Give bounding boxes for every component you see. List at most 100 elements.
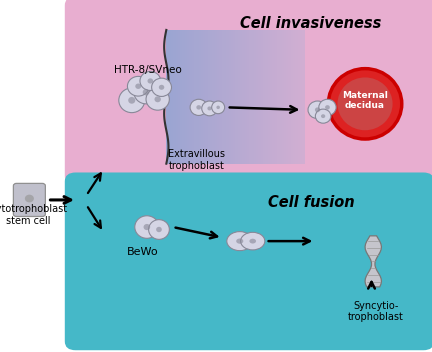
Ellipse shape	[134, 81, 158, 104]
Ellipse shape	[216, 106, 220, 109]
Bar	[226, 30, 229, 164]
Text: Cell invasiveness: Cell invasiveness	[240, 16, 382, 31]
Bar	[247, 30, 250, 164]
Ellipse shape	[127, 76, 149, 96]
Bar	[254, 30, 257, 164]
Bar	[178, 30, 181, 164]
Bar	[268, 30, 270, 164]
Ellipse shape	[119, 88, 145, 113]
Ellipse shape	[202, 101, 217, 116]
Ellipse shape	[337, 77, 393, 130]
Bar	[261, 30, 264, 164]
Ellipse shape	[241, 232, 265, 250]
Bar	[208, 30, 210, 164]
Bar	[203, 30, 206, 164]
Ellipse shape	[321, 114, 325, 118]
Bar	[302, 30, 305, 164]
Bar	[298, 30, 300, 164]
Bar	[229, 30, 231, 164]
Bar	[256, 30, 259, 164]
Ellipse shape	[315, 109, 331, 123]
FancyBboxPatch shape	[65, 0, 432, 185]
Text: Extravillous
trophoblast: Extravillous trophoblast	[168, 149, 225, 171]
Ellipse shape	[159, 85, 164, 90]
Ellipse shape	[308, 101, 327, 119]
Bar	[295, 30, 298, 164]
Text: BeWo: BeWo	[127, 247, 159, 257]
Bar	[180, 30, 183, 164]
Bar	[300, 30, 303, 164]
Bar	[194, 30, 197, 164]
Ellipse shape	[149, 220, 169, 239]
Ellipse shape	[207, 106, 212, 111]
Text: Syncytio-
trophoblast: Syncytio- trophoblast	[348, 301, 404, 322]
Ellipse shape	[196, 105, 201, 109]
Bar	[187, 30, 190, 164]
Bar	[206, 30, 208, 164]
Bar	[210, 30, 213, 164]
Bar	[224, 30, 227, 164]
Bar	[173, 30, 176, 164]
Bar	[249, 30, 252, 164]
Bar	[272, 30, 275, 164]
Bar	[192, 30, 194, 164]
Ellipse shape	[147, 78, 153, 83]
Bar	[199, 30, 201, 164]
Text: Maternal
decidua: Maternal decidua	[342, 90, 388, 110]
Text: Cell fusion: Cell fusion	[268, 195, 354, 210]
Bar	[282, 30, 284, 164]
Bar	[258, 30, 261, 164]
Bar	[168, 30, 172, 164]
Ellipse shape	[143, 89, 149, 95]
Ellipse shape	[155, 96, 161, 102]
Ellipse shape	[315, 107, 320, 112]
Bar	[231, 30, 234, 164]
FancyBboxPatch shape	[13, 183, 45, 216]
Ellipse shape	[156, 227, 162, 232]
Ellipse shape	[143, 224, 150, 230]
Bar	[222, 30, 224, 164]
Text: HTR-8/SVneo: HTR-8/SVneo	[114, 65, 182, 75]
Bar	[189, 30, 192, 164]
Bar	[275, 30, 277, 164]
Bar	[242, 30, 245, 164]
Bar	[213, 30, 215, 164]
Ellipse shape	[146, 88, 169, 110]
Bar	[240, 30, 243, 164]
Bar	[286, 30, 289, 164]
Ellipse shape	[25, 195, 34, 202]
Ellipse shape	[236, 239, 243, 244]
FancyBboxPatch shape	[65, 172, 432, 350]
Text: Cytotrophoblast
stem cell: Cytotrophoblast stem cell	[0, 204, 67, 226]
Ellipse shape	[135, 83, 141, 89]
Ellipse shape	[152, 78, 172, 96]
Bar	[279, 30, 282, 164]
Ellipse shape	[249, 239, 256, 244]
Ellipse shape	[328, 69, 402, 139]
Bar	[238, 30, 241, 164]
Bar	[171, 30, 174, 164]
Ellipse shape	[135, 216, 159, 238]
Bar	[291, 30, 293, 164]
Ellipse shape	[212, 101, 225, 114]
Bar	[166, 30, 169, 164]
Bar	[196, 30, 199, 164]
Ellipse shape	[128, 97, 135, 104]
Ellipse shape	[325, 105, 330, 109]
Bar	[233, 30, 236, 164]
Polygon shape	[365, 236, 381, 287]
Bar	[175, 30, 178, 164]
Bar	[182, 30, 185, 164]
Bar	[201, 30, 203, 164]
Bar	[263, 30, 266, 164]
Bar	[289, 30, 291, 164]
Bar	[251, 30, 254, 164]
Bar	[284, 30, 286, 164]
Bar	[219, 30, 222, 164]
Bar	[245, 30, 248, 164]
Bar	[293, 30, 296, 164]
Bar	[215, 30, 217, 164]
Ellipse shape	[190, 99, 207, 115]
Bar	[217, 30, 220, 164]
Bar	[185, 30, 187, 164]
